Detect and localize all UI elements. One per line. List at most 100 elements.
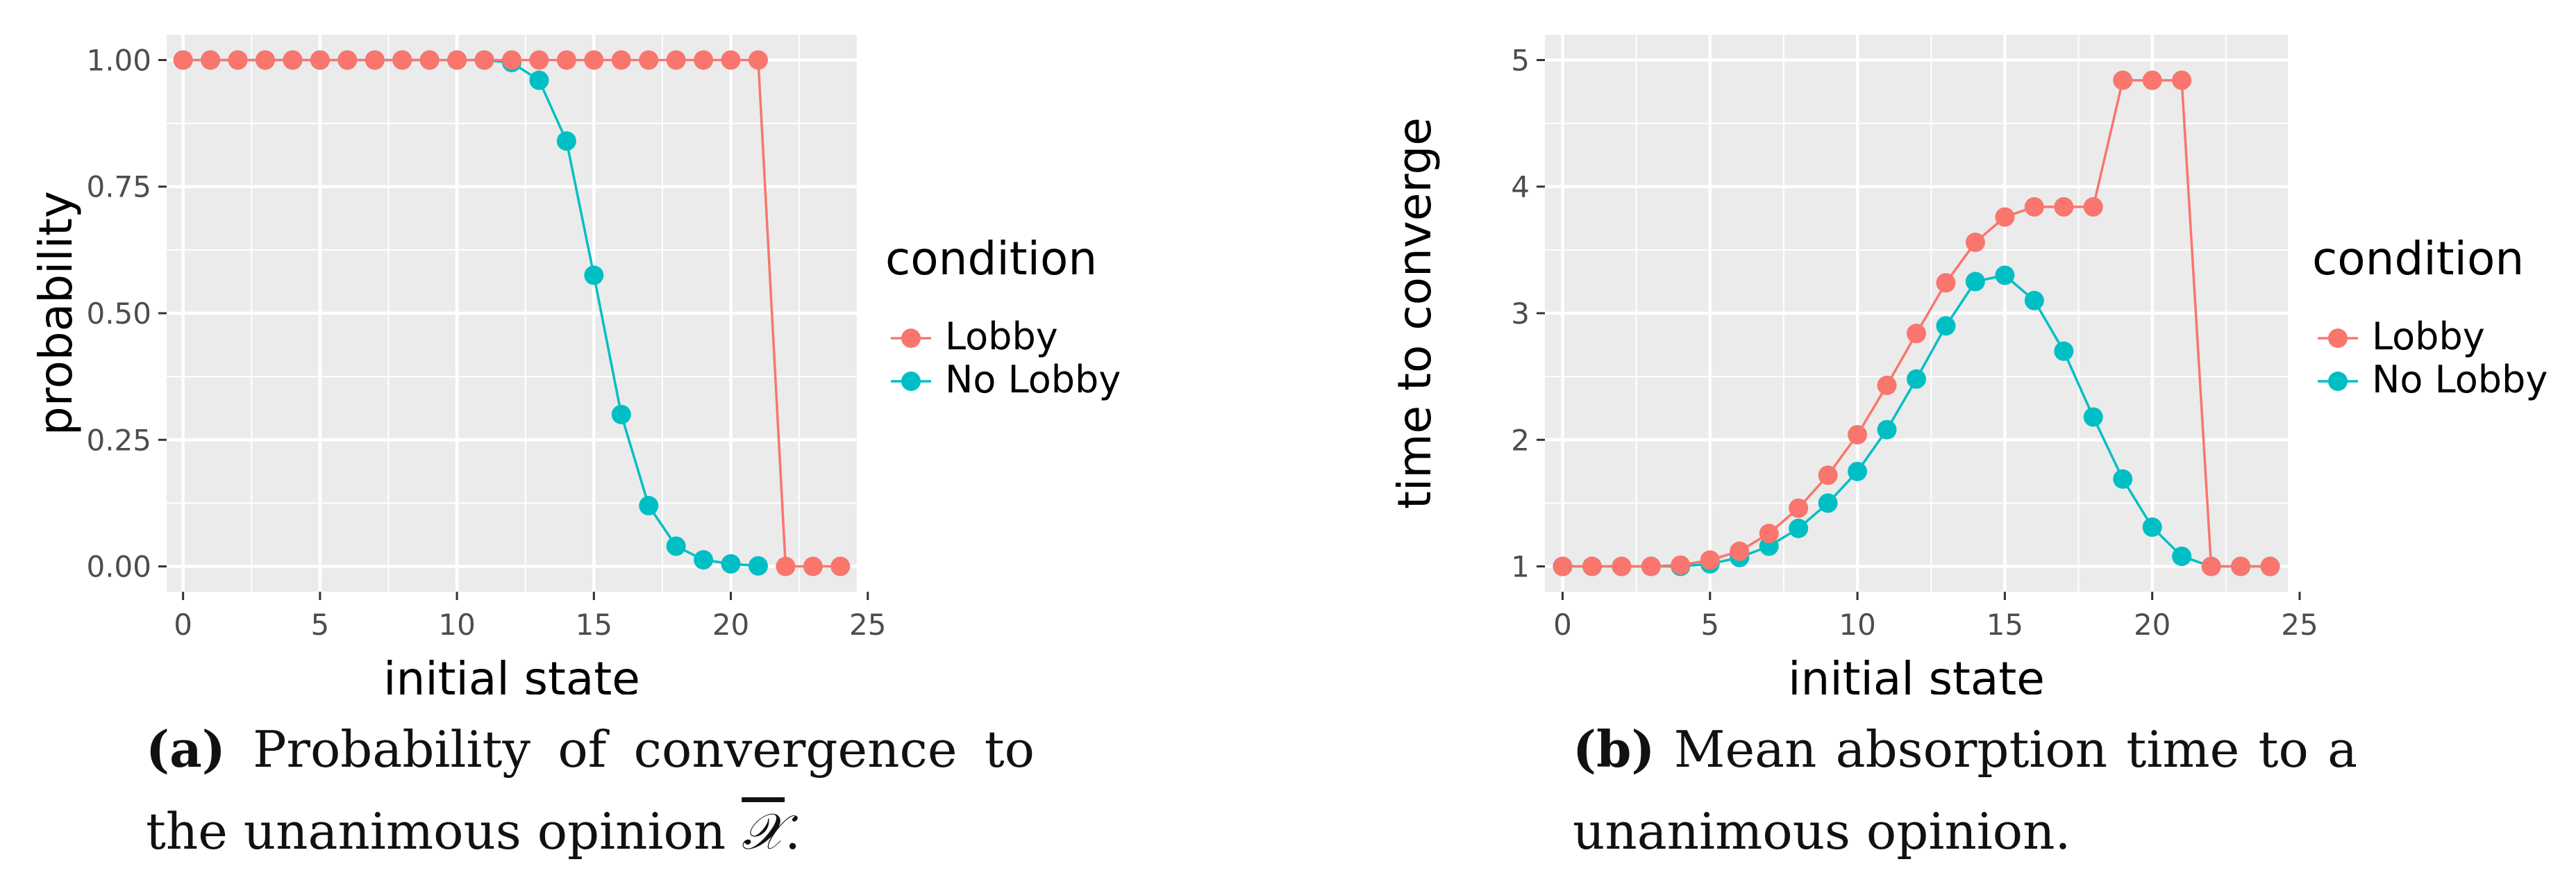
x-tick-label: 10 [1839, 608, 1875, 642]
data-point [529, 70, 549, 90]
data-point [694, 550, 714, 570]
data-point [584, 50, 604, 70]
x-tick-label: 0 [1553, 608, 1572, 642]
x-tick-label: 20 [2134, 608, 2171, 642]
data-point [694, 50, 714, 70]
data-point [748, 50, 768, 70]
legend-key-point [2328, 329, 2348, 348]
x-axis-label: initial state [383, 652, 640, 695]
x-tick-label: 20 [712, 608, 749, 642]
data-point [392, 50, 412, 70]
y-tick-label: 0.75 [86, 170, 151, 204]
data-point [611, 404, 631, 424]
x-tick-label: 0 [174, 608, 192, 642]
y-axis-label: probability [29, 191, 83, 435]
data-point [1789, 498, 1809, 518]
y-tick-label: 4 [1511, 170, 1530, 204]
data-point [1965, 232, 1985, 252]
data-point [2083, 407, 2103, 427]
data-point [1700, 550, 1720, 570]
caption-a-label: (a) [146, 720, 226, 779]
data-point [529, 50, 549, 70]
x-tick-label: 15 [1987, 608, 2023, 642]
data-point [1759, 524, 1779, 544]
data-point [1995, 265, 2015, 285]
legend-label: No Lobby [945, 358, 1121, 401]
data-point [337, 50, 358, 70]
data-point [584, 265, 604, 285]
data-point [1789, 518, 1809, 538]
data-point [283, 50, 303, 70]
data-point [502, 50, 521, 70]
data-point [2054, 341, 2074, 361]
y-tick-label: 3 [1511, 297, 1530, 331]
legend-title: condition [2312, 232, 2524, 285]
data-point [1848, 461, 1868, 481]
y-tick-label: 0.00 [86, 550, 151, 584]
caption-a-text: Probability of convergence to the unanim… [146, 720, 1035, 860]
legend-key-point [2328, 372, 2348, 391]
data-point [2260, 556, 2280, 576]
data-point [201, 50, 221, 70]
data-point [1641, 556, 1661, 576]
data-point [474, 50, 494, 70]
data-point [721, 554, 741, 574]
data-point [803, 556, 823, 576]
data-point [2172, 70, 2192, 90]
x-tick-label: 5 [311, 608, 330, 642]
legend-label: Lobby [2372, 315, 2485, 358]
data-point [611, 50, 631, 70]
legend-label: Lobby [945, 315, 1058, 358]
data-point [365, 50, 385, 70]
data-point [556, 50, 576, 70]
caption-a-math: 𝒳 [742, 802, 785, 860]
data-point [1907, 369, 1926, 389]
x-tick-label: 15 [576, 608, 612, 642]
data-point [1582, 556, 1602, 576]
panel-a: 0 5 10 15 20 25 0.00 0.25 0.50 0.75 1.00 initial st… [29, 35, 1121, 872]
data-point [2024, 197, 2044, 217]
data-point [2172, 546, 2192, 566]
y-tick-label: 0.50 [86, 297, 151, 331]
caption-b-label: (b) [1573, 720, 1655, 779]
data-point [1936, 316, 1956, 336]
data-point [173, 50, 193, 70]
legend-key-point [901, 329, 921, 348]
chart-probability: 0 5 10 15 20 25 0.00 0.25 0.50 0.75 1.00 initial st… [29, 35, 1121, 706]
data-point [1965, 272, 1985, 292]
data-point [1907, 324, 1926, 344]
data-point [2113, 70, 2133, 90]
data-point [228, 50, 248, 70]
chart-time-to-converge: 0 5 10 15 20 25 1 2 3 4 5 initial state time to conv… [1388, 35, 2548, 706]
series-lobby [173, 50, 851, 576]
data-point [1877, 375, 1897, 395]
caption-b: (b) Mean absorption time to a unanimous … [1573, 708, 2357, 872]
data-point [1553, 556, 1573, 576]
data-point [447, 50, 467, 70]
data-point [748, 556, 768, 576]
data-point [256, 50, 275, 70]
x-tick-label: 25 [849, 608, 886, 642]
data-point [721, 50, 741, 70]
data-point [639, 50, 659, 70]
data-point [2231, 556, 2251, 576]
series-lobby [1553, 70, 2280, 576]
x-tick-label: 25 [2281, 608, 2318, 642]
data-point [776, 556, 796, 576]
data-point [2054, 197, 2074, 217]
caption-a: (a) Probability of convergence to the un… [146, 708, 1035, 872]
data-point [419, 50, 440, 70]
data-point [1818, 465, 1838, 485]
data-point [830, 556, 851, 576]
x-axis-label: initial state [1788, 652, 2045, 695]
x-tick-label: 10 [438, 608, 475, 642]
y-tick-label: 2 [1511, 423, 1530, 457]
y-tick-label: 1.00 [86, 43, 151, 77]
data-point [1936, 273, 1956, 293]
legend-key-point [901, 372, 921, 391]
y-tick-label: 5 [1511, 43, 1530, 77]
data-point [1612, 556, 1632, 576]
data-point [1877, 419, 1897, 440]
